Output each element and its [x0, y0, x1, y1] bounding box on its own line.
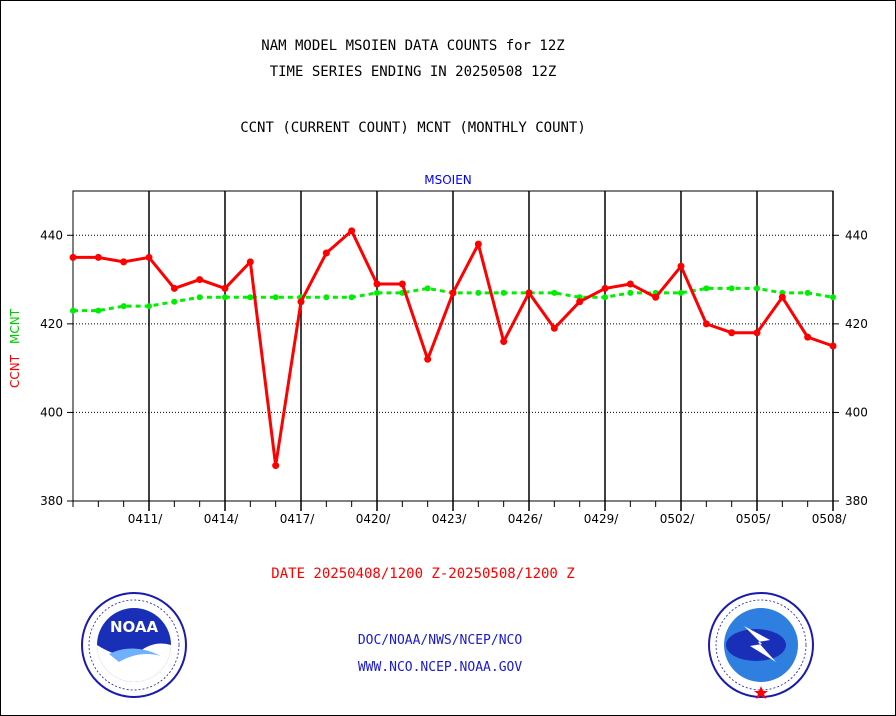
data-point-ccnt [626, 280, 634, 288]
data-point-mcnt [348, 294, 355, 301]
data-point-ccnt [778, 293, 786, 301]
x-tick-label: 0414/ [204, 512, 240, 526]
data-point-mcnt [196, 294, 203, 301]
data-point-mcnt [830, 294, 836, 301]
data-point-ccnt [373, 280, 381, 288]
data-point-ccnt [94, 253, 102, 261]
data-point-ccnt [348, 227, 356, 235]
data-point-ccnt [652, 293, 660, 301]
data-point-ccnt [576, 298, 584, 306]
x-tick-label: 0423/ [432, 512, 468, 526]
data-point-mcnt [95, 307, 102, 314]
data-point-ccnt [829, 342, 837, 350]
y-tick-label-left: 420 [40, 317, 63, 331]
data-point-ccnt [474, 240, 482, 248]
x-tick-label: 0426/ [508, 512, 544, 526]
chart-subtitle: CCNT (CURRENT COUNT) MCNT (MONTHLY COUNT… [240, 120, 586, 136]
data-point-ccnt [728, 329, 736, 337]
data-point-mcnt [247, 294, 254, 301]
data-point-mcnt [146, 303, 152, 310]
data-point-ccnt [753, 329, 761, 337]
y-tick-label-left: 400 [40, 405, 63, 419]
noaa-logo-text: NOAA [110, 618, 159, 636]
data-point-ccnt [500, 338, 508, 346]
date-range-label: DATE 20250408/1200 Z-20250508/1200 Z [271, 566, 575, 582]
data-point-mcnt [424, 285, 431, 292]
data-point-ccnt [424, 355, 432, 363]
x-tick-label: 0411/ [128, 512, 164, 526]
data-point-mcnt [70, 307, 76, 314]
x-tick-label: 0502/ [660, 512, 696, 526]
y-tick-label-right: 420 [845, 317, 868, 331]
data-point-mcnt [602, 294, 608, 301]
data-point-mcnt [627, 289, 634, 296]
data-point-ccnt [221, 284, 229, 292]
y-axis-label-ccnt: CCNT [8, 354, 22, 388]
nws-star-icon [754, 686, 768, 699]
x-tick-label: 0420/ [356, 512, 392, 526]
data-point-ccnt [449, 289, 457, 297]
website-link[interactable]: WWW.NCO.NCEP.NOAA.GOV [357, 660, 523, 675]
y-tick-label-left: 440 [40, 228, 63, 242]
axis-ticks [67, 234, 839, 507]
y-tick-label-left: 380 [40, 494, 63, 508]
y-axis-label-group: CCNT MCNT [8, 308, 22, 388]
nws-logo-icon [708, 592, 814, 699]
grid-lines [73, 191, 834, 511]
x-tick-label: 0429/ [584, 512, 620, 526]
data-point-mcnt [171, 298, 178, 305]
data-point-ccnt [677, 262, 685, 270]
data-point-mcnt [551, 289, 558, 296]
data-point-mcnt [475, 289, 482, 296]
x-tick-label: 0508/ [812, 512, 848, 526]
data-point-ccnt [246, 258, 254, 266]
data-point-ccnt [702, 320, 710, 328]
chart-title-line1: NAM MODEL MSOIEN DATA COUNTS for 12Z [261, 38, 565, 54]
org-path-link[interactable]: DOC/NOAA/NWS/NCEP/NCO [357, 633, 523, 648]
plot-title: MSOIEN [424, 173, 472, 187]
data-point-mcnt [323, 294, 330, 301]
data-point-mcnt [754, 285, 760, 292]
data-point-ccnt [120, 258, 128, 266]
data-point-mcnt [728, 285, 735, 292]
data-point-ccnt [297, 298, 305, 306]
y-tick-label-right: 400 [845, 405, 868, 419]
x-tick-label: 0417/ [280, 512, 316, 526]
data-point-mcnt [272, 294, 279, 301]
y-axis-label-mcnt: MCNT [8, 308, 22, 344]
data-point-mcnt [678, 289, 684, 296]
data-point-ccnt [550, 324, 558, 332]
x-tick-label: 0505/ [736, 512, 772, 526]
data-point-ccnt [272, 462, 280, 470]
data-point-ccnt [69, 253, 77, 261]
chart-title-line2: TIME SERIES ENDING IN 20250508 12Z [269, 64, 557, 80]
data-point-mcnt [804, 289, 811, 296]
data-point-mcnt [500, 289, 507, 296]
data-point-ccnt [601, 284, 609, 292]
data-point-mcnt [703, 285, 710, 292]
y-tick-label-right: 380 [845, 494, 868, 508]
data-point-ccnt [525, 289, 533, 297]
data-point-mcnt [374, 289, 380, 296]
series-layer [69, 227, 837, 470]
data-point-mcnt [120, 303, 127, 310]
data-point-ccnt [804, 333, 812, 341]
data-point-ccnt [170, 284, 178, 292]
data-point-ccnt [322, 249, 330, 257]
axis-labels: 380 380 400 400 420 420 440 440 0411/0414/0417/0… [40, 228, 868, 526]
data-point-ccnt [196, 276, 204, 284]
y-tick-label-right: 440 [845, 228, 868, 242]
data-point-ccnt [145, 253, 153, 261]
data-point-mcnt [222, 294, 228, 301]
data-point-ccnt [398, 280, 406, 288]
noaa-logo-icon: NOAA [81, 592, 187, 698]
